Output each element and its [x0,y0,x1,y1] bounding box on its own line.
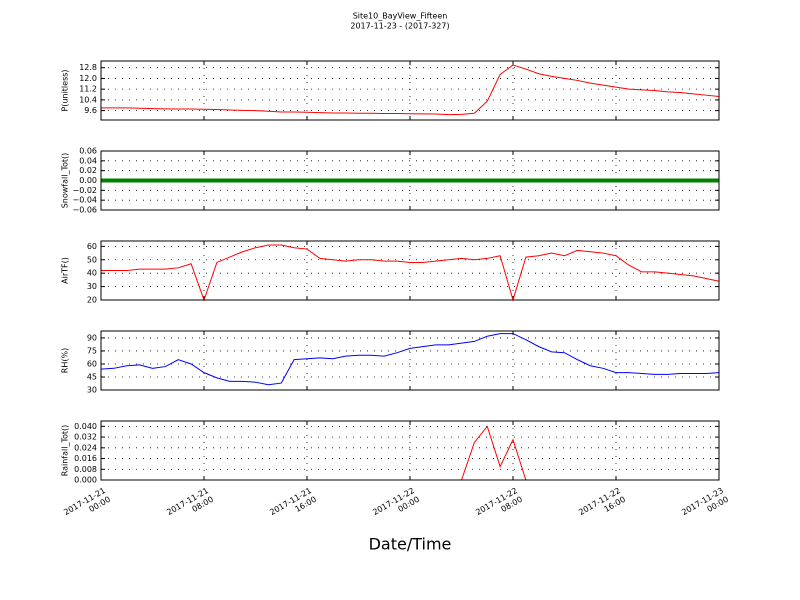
axes-frame [100,150,720,211]
data-line [101,64,720,116]
y-tick-label: 30 [87,282,97,291]
y-tick-label: 45 [87,372,97,381]
chart-title: Site10_BayView_Fifteen [353,12,448,21]
y-tick-label: 0.000 [74,476,97,485]
axes-frame [100,60,720,121]
y-tick-label: 0.032 [74,433,97,442]
axes-frame [100,240,720,301]
y-tick-label: 75 [87,346,97,355]
y-tick-label: −0.02 [72,186,97,195]
y-tick-label: 0.02 [79,166,97,175]
data-line [100,333,720,386]
plot-area [101,421,719,480]
y-tick-label: 0.016 [74,454,97,463]
y-tick-label: 60 [87,359,97,368]
y-axis-label: Snowfall_Tot() [61,153,70,209]
y-tick-label: 0.040 [74,422,97,431]
y-tick-label: −0.04 [72,196,97,205]
y-tick-label: 0.04 [79,156,97,165]
y-tick-label: −0.06 [72,206,97,215]
y-tick-label: 30 [87,386,97,395]
y-tick-label: 11.2 [79,85,97,94]
y-axis-label: Rainfall_Tot() [61,425,70,477]
y-tick-label: 20 [87,296,97,305]
chart-subtitle: 2017-11-23 - (2017-327) [350,22,449,31]
y-tick-label: 12.8 [79,63,97,72]
axes-frame [100,330,720,391]
y-tick-label: 0.024 [74,443,97,452]
y-tick-label: 90 [87,333,97,342]
x-axis-label: Date/Time [369,535,452,554]
axes-frame [100,420,720,481]
y-tick-label: 12.0 [79,74,97,83]
y-tick-label: 0.06 [79,147,97,156]
plot-area [101,61,719,120]
plot-area [101,331,719,390]
y-axis-label: AirTF() [61,257,70,284]
y-tick-label: 10.4 [79,95,97,104]
y-tick-label: 0.00 [79,176,97,185]
y-axis-label: RH(%) [61,348,70,373]
y-tick-label: 0.008 [74,465,97,474]
y-axis-label: P(unitless) [61,69,70,111]
y-tick-label: 9.6 [84,106,97,115]
y-tick-label: 60 [87,242,97,251]
y-tick-label: 40 [87,269,97,278]
y-tick-label: 50 [87,255,97,264]
